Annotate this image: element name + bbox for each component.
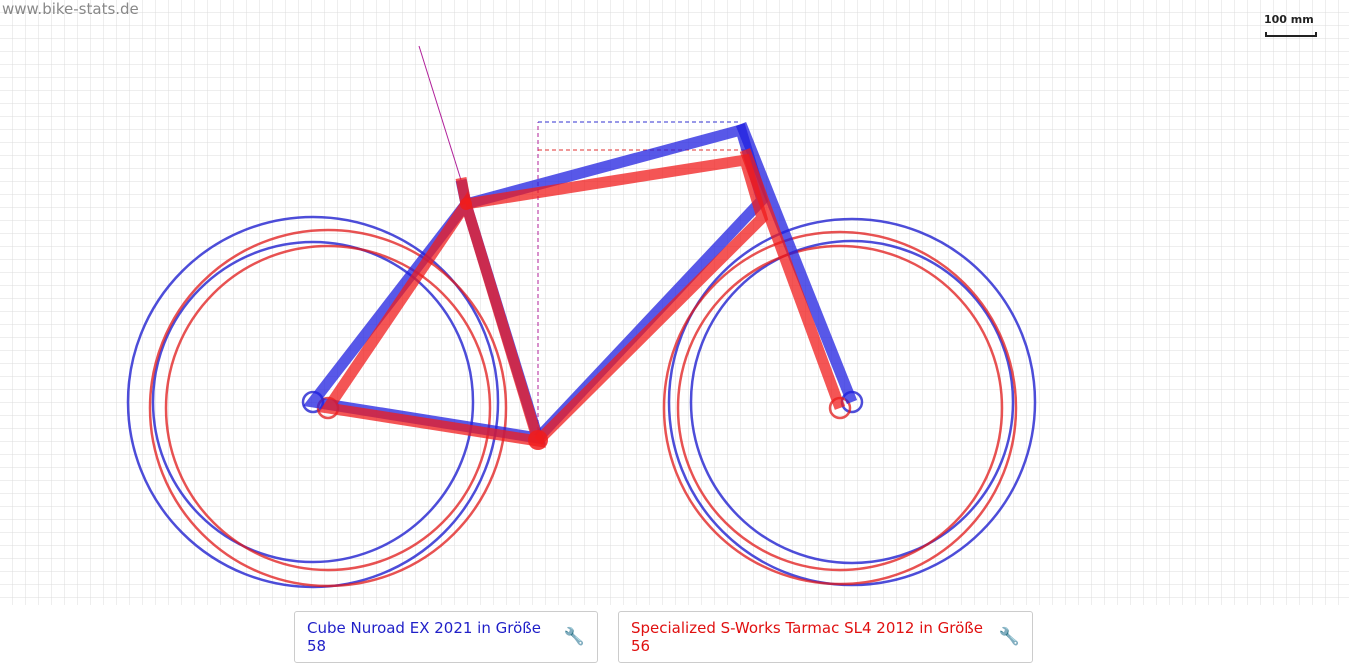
bike-button[interactable]: Cube Nuroad EX 2021 in Größe 58 🔧 [294, 611, 598, 663]
wrench-icon: 🔧 [563, 627, 585, 647]
wrench-icon: 🔧 [998, 627, 1020, 647]
bike-label: Specialized S-Works Tarmac SL4 2012 in G… [631, 619, 983, 655]
bottom-bracket [528, 430, 548, 450]
dimension-lines [418, 45, 745, 438]
red-wheels [148, 228, 1018, 588]
scale-label: 100 mm [1264, 13, 1314, 26]
seat-cluster [460, 198, 472, 210]
scale-bar [1265, 32, 1317, 37]
bike-label: Cube Nuroad EX 2021 in Größe 58 [307, 619, 541, 655]
site-name: www.bike-stats.de [2, 0, 139, 18]
bike-drawing [0, 0, 1349, 605]
red-frame [318, 148, 846, 448]
bike-button[interactable]: Specialized S-Works Tarmac SL4 2012 in G… [618, 611, 1033, 663]
